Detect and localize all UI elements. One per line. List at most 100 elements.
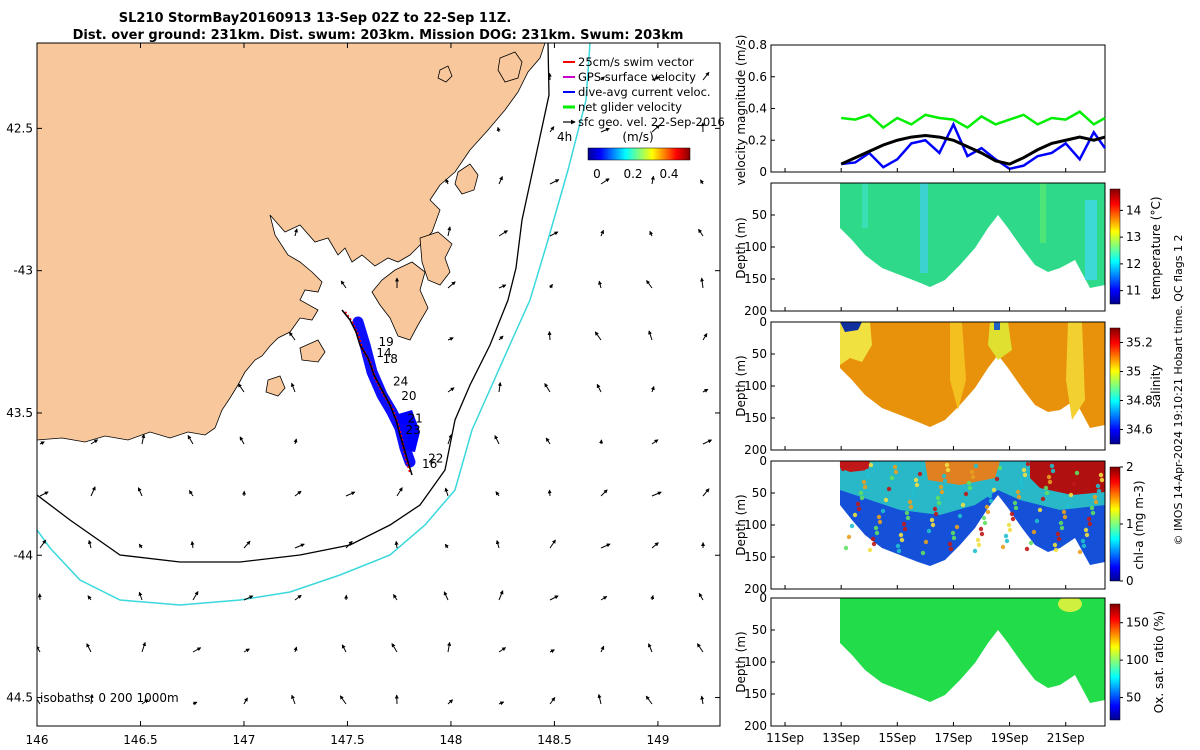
velocity-series-line bbox=[840, 133, 1106, 166]
chlorophyll-sample-dot bbox=[895, 543, 901, 549]
map-x-ticks: 146 146.5 147 147.5 148 148.5 149 bbox=[26, 43, 669, 747]
current-vector-arrow bbox=[294, 594, 302, 601]
chlorophyll-sample-dot bbox=[1089, 505, 1095, 511]
current-vector-arrow bbox=[188, 489, 194, 497]
chlorophyll-sample-dot bbox=[868, 462, 874, 468]
map-xtick-label: 148.5 bbox=[537, 733, 571, 747]
salinity-yellow-streak-1 bbox=[950, 322, 966, 410]
velocity-ylabel: velocity magnitude (m/s) bbox=[734, 35, 748, 186]
chlorophyll-sample-dot bbox=[945, 467, 951, 473]
current-vector-arrow bbox=[700, 695, 705, 705]
chlorophyll-sample-dot bbox=[920, 550, 926, 556]
chlorophyll-sample-dot bbox=[1022, 472, 1028, 478]
current-vector-arrow bbox=[137, 487, 143, 497]
land-tasman-peninsula bbox=[419, 231, 453, 286]
current-vector-arrow bbox=[445, 178, 450, 185]
current-vector-arrow bbox=[290, 382, 296, 393]
day-label: 20 bbox=[401, 389, 416, 403]
chlorophyll-sample-dot bbox=[1053, 547, 1059, 553]
chlorophyll-sample-dot bbox=[1043, 485, 1049, 491]
chlorophyll-sample-dot bbox=[929, 517, 935, 523]
depth-ytick-label: 100 bbox=[744, 518, 767, 532]
current-vector-arrow bbox=[696, 643, 704, 653]
current-vector-arrow bbox=[549, 697, 556, 705]
current-vector-arrow bbox=[345, 540, 353, 549]
colorbar-tick-label: 50 bbox=[1126, 691, 1141, 705]
chlorophyll-sample-dot bbox=[852, 512, 858, 518]
map-ytick-label: -43 bbox=[13, 264, 33, 278]
chlorophyll-sample-dot bbox=[1015, 489, 1021, 495]
current-vector-arrow bbox=[447, 699, 454, 705]
salinity-colorbar bbox=[1109, 327, 1121, 445]
salinity-low-patch bbox=[840, 322, 862, 332]
depth-ytick-label: 150 bbox=[744, 687, 767, 701]
chlorophyll-sample-dot bbox=[933, 511, 939, 517]
chlorophyll-sample-dot bbox=[969, 469, 975, 475]
current-vector-arrow bbox=[138, 543, 143, 549]
temperature-streak-2 bbox=[920, 183, 928, 273]
chlorophyll-sample-dot bbox=[1055, 531, 1061, 537]
current-vector-arrow bbox=[394, 540, 399, 549]
current-vector-arrow bbox=[340, 280, 347, 289]
current-vector-arrow bbox=[447, 281, 456, 289]
current-vector-arrow bbox=[495, 491, 500, 497]
land-island-3 bbox=[265, 375, 286, 397]
day-label: 22 bbox=[428, 451, 443, 465]
chlorophyll-sample-dot bbox=[950, 530, 956, 536]
colorbar-tick-label: 1 bbox=[1126, 517, 1134, 531]
map-y-ticks: 42.5 -43 43.5 -44 44.5 bbox=[6, 121, 720, 705]
current-vector-arrow bbox=[600, 596, 608, 601]
chlorophyll-sample-dot bbox=[886, 486, 892, 492]
chlorophyll-sample-dot bbox=[862, 484, 868, 490]
current-vector-arrow bbox=[498, 175, 503, 185]
current-vector-arrow bbox=[549, 179, 560, 185]
oxygen-panel: 50 100 150 0 50 100 150 200 Depth (m) Ox. sat.… bbox=[734, 591, 1166, 733]
oxygen-colorbar bbox=[1109, 603, 1121, 721]
credit-text: © IMOS 14-Apr-2024 19:10:21 Hobart time.… bbox=[1172, 235, 1185, 546]
current-vector-arrow bbox=[600, 127, 610, 133]
colorbar-tick-label: 12 bbox=[1126, 257, 1141, 271]
current-vector-arrow bbox=[594, 331, 602, 341]
current-vector-arrow bbox=[549, 649, 555, 654]
current-vector-arrow bbox=[545, 437, 551, 445]
chlorophyll-sample-dot bbox=[1081, 543, 1087, 549]
chlorophyll-sample-dot bbox=[947, 541, 953, 547]
chlorophyll-sample-dot bbox=[1031, 529, 1037, 535]
isobaths-label: isobaths: 0 200 1000m bbox=[40, 691, 179, 705]
chlorophyll-sample-dot bbox=[981, 515, 987, 521]
current-vector-arrow bbox=[498, 647, 507, 653]
current-vector-arrow bbox=[498, 701, 505, 706]
oxygen-colorbar-label: Ox. sat. ratio (%) bbox=[1152, 611, 1166, 713]
track-line bbox=[341, 309, 413, 476]
map-frame bbox=[36, 42, 721, 727]
chlorophyll-colorbar-label: chl-a (mg m-3) bbox=[1132, 480, 1146, 569]
current-vector-arrow bbox=[39, 441, 45, 446]
velocity-ytick-label: 0.2 bbox=[748, 133, 767, 147]
chlorophyll-sample-dot bbox=[859, 495, 865, 501]
current-vector-arrow bbox=[700, 277, 705, 289]
current-vector-arrow bbox=[187, 434, 194, 445]
depth-ytick-label: 0 bbox=[759, 454, 767, 468]
current-vector-arrow bbox=[649, 230, 654, 237]
chlorophyll-sample-dot bbox=[883, 497, 889, 503]
current-vector-arrow bbox=[447, 434, 453, 445]
chlorophyll-sample-dot bbox=[982, 520, 988, 526]
temperature-streak-3 bbox=[1085, 200, 1097, 280]
chlorophyll-sample-dot bbox=[1068, 492, 1074, 498]
current-vector-arrow bbox=[544, 383, 551, 393]
chlorophyll-sample-dot bbox=[1025, 461, 1031, 467]
time-xtick-label: 21Sep bbox=[1047, 731, 1085, 745]
chlorophyll-sample-dot bbox=[876, 514, 882, 520]
current-vector-arrow bbox=[239, 436, 245, 445]
day-label: 24 bbox=[393, 375, 408, 389]
colorbar-tick-label: 0 bbox=[1126, 574, 1134, 588]
chlorophyll-sample-dot bbox=[1024, 546, 1030, 552]
current-vector-arrow bbox=[288, 331, 296, 341]
chlorophyll-sample-dot bbox=[979, 531, 985, 537]
temperature-colorbar-ticks: 11 12 13 14 bbox=[1120, 203, 1141, 298]
current-vector-arrow bbox=[243, 595, 254, 601]
chlorophyll-sample-dot bbox=[864, 468, 870, 474]
depth-ytick-label: 200 bbox=[744, 582, 767, 596]
depth-ytick-label: 50 bbox=[752, 623, 767, 637]
